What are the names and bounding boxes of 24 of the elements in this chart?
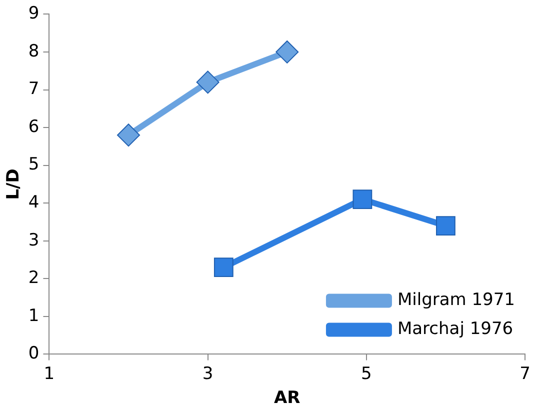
x-tick-label: 3 — [202, 364, 214, 384]
y-tick-label: 6 — [28, 116, 40, 137]
legend-label: Marchaj 1976 — [397, 319, 514, 340]
y-tick-label: 0 — [28, 344, 40, 364]
point — [196, 70, 220, 94]
point — [214, 258, 234, 278]
y-tick-label: 5 — [28, 154, 40, 175]
y-tick-label: 4 — [28, 192, 40, 213]
y-axis-title: L/D — [4, 168, 24, 200]
point — [117, 124, 140, 147]
x-axis-title: AR — [274, 388, 300, 408]
y-tick-label: 9 — [28, 4, 40, 24]
y-tick-label: 3 — [28, 230, 40, 250]
x-tick-label: 5 — [360, 364, 372, 384]
y-tick-label: 2 — [28, 268, 40, 288]
y-tick-label: 7 — [28, 79, 40, 100]
point — [276, 40, 299, 64]
point — [352, 190, 372, 210]
x-tick-label: 1 — [44, 364, 55, 384]
y-tick-label: 8 — [28, 41, 40, 62]
x-tick-label: 7 — [520, 364, 530, 384]
y-tick-label: 1 — [28, 306, 40, 326]
legend-label: Milgram 1971 — [397, 290, 516, 310]
point — [436, 216, 456, 236]
